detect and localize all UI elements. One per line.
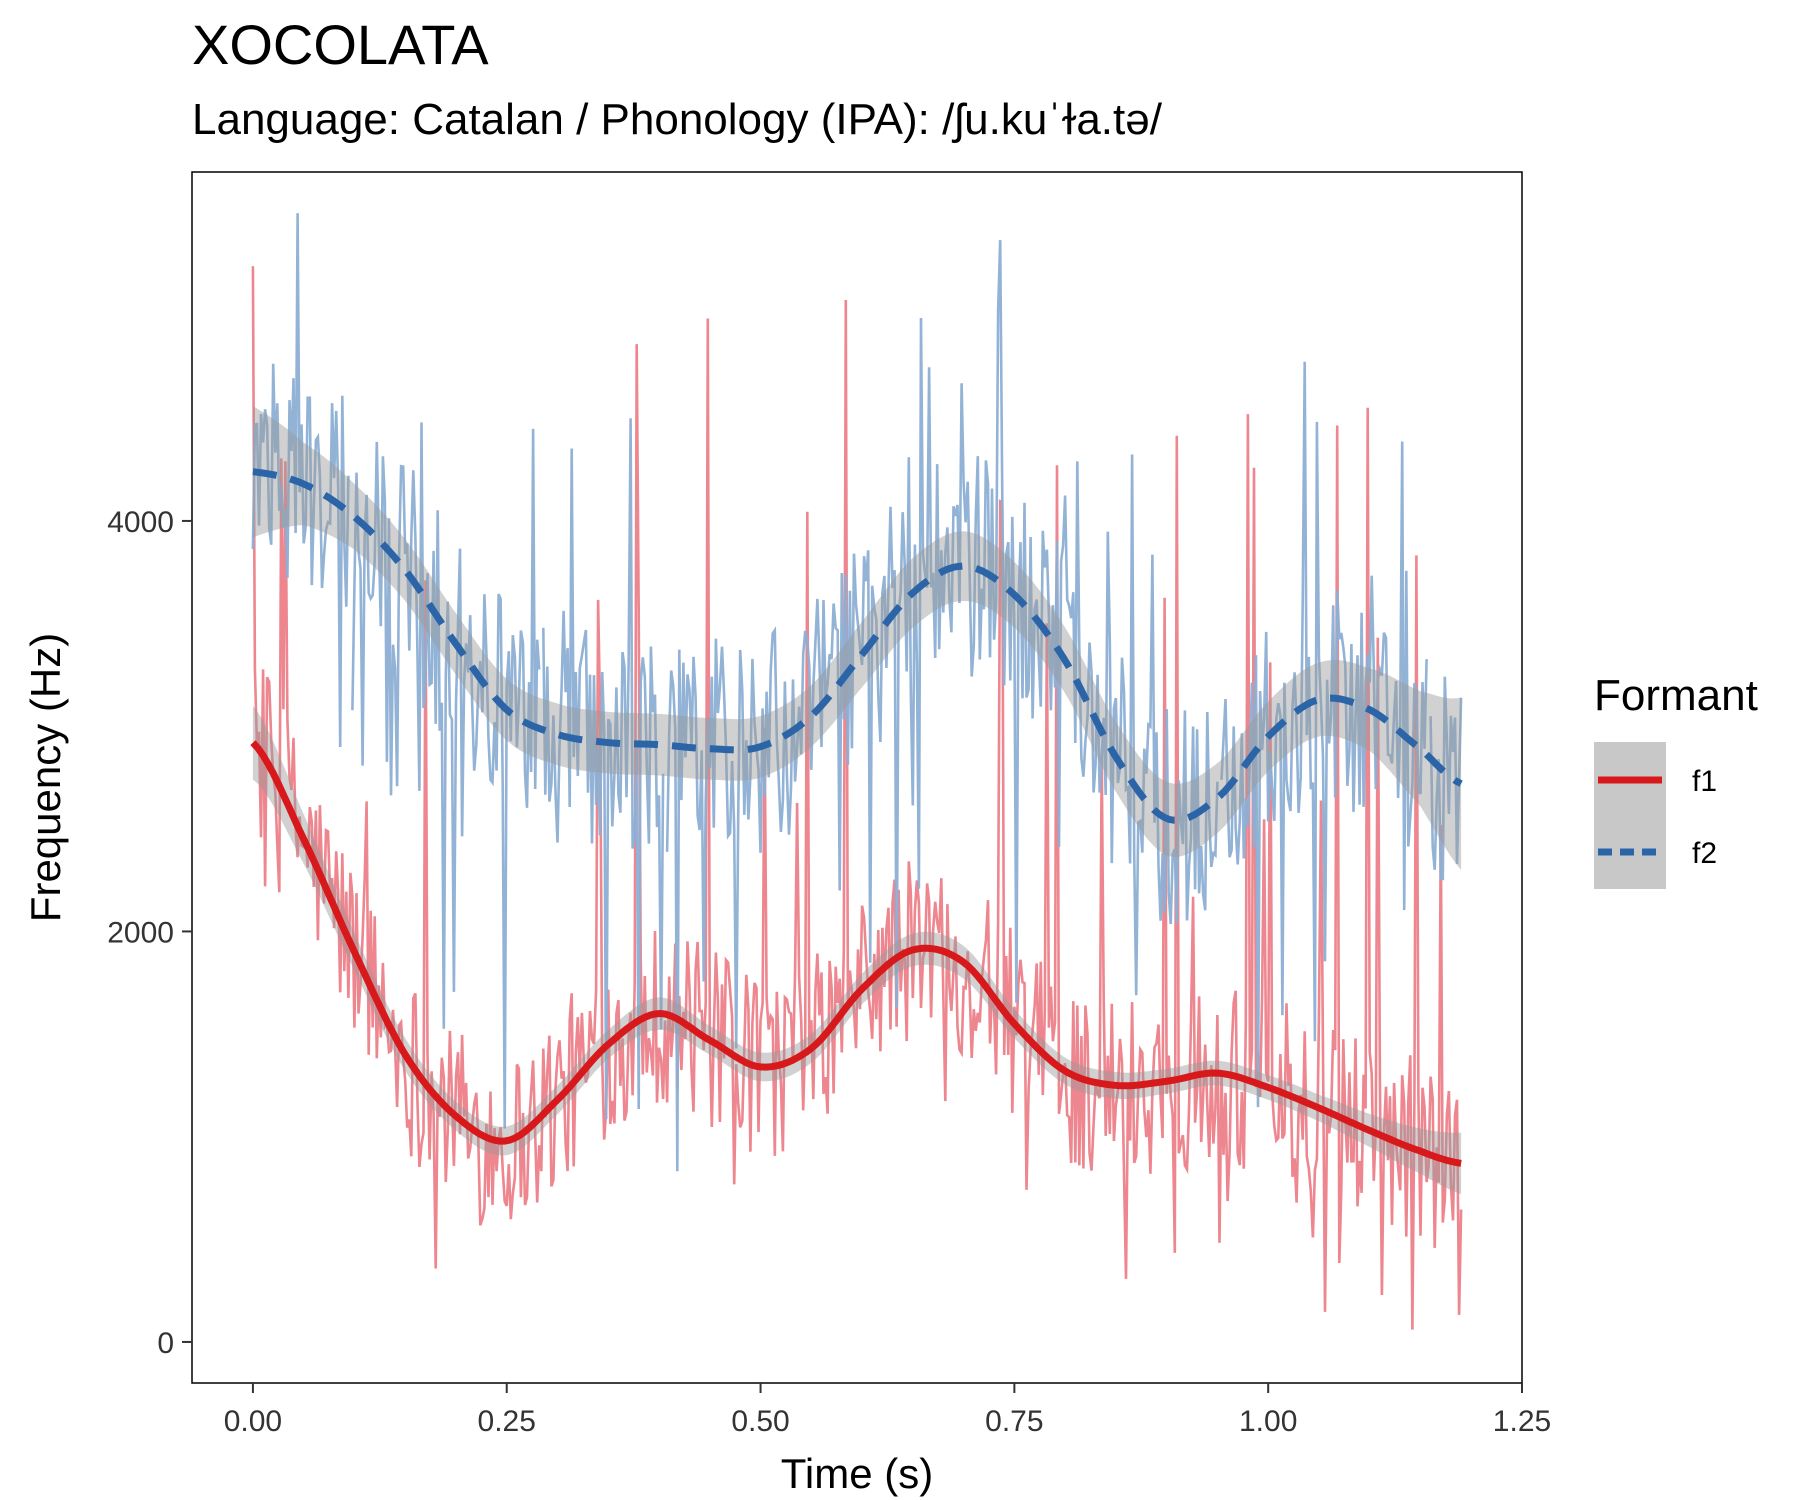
- x-tick-label: 0.50: [731, 1405, 789, 1438]
- y-axis: 0 2000 4000: [107, 506, 192, 1360]
- raw-formant-tracks: [251, 213, 1463, 1330]
- legend-title: Formant: [1594, 671, 1758, 720]
- smooth-line-f1: [250, 740, 1462, 1167]
- confidence-ribbons: [252, 406, 1462, 1195]
- ci-ribbon-f2: [252, 406, 1462, 870]
- smoothed-formant-lines: [250, 468, 1463, 1167]
- y-tick-label: 2000: [107, 916, 174, 949]
- legend: Formant f1 f2: [1594, 671, 1758, 889]
- legend-key-background: [1594, 742, 1666, 889]
- y-tick-label: 4000: [107, 506, 174, 539]
- raw-track-f2: [251, 213, 1463, 1172]
- x-axis-title: Time (s): [781, 1450, 933, 1497]
- x-tick-label: 1.25: [1493, 1405, 1551, 1438]
- chart-subtitle: Language: Catalan / Phonology (IPA): /ʃu…: [192, 95, 1162, 144]
- x-tick-label: 1.00: [1239, 1405, 1297, 1438]
- plot-panel-border: [191, 171, 1523, 1384]
- x-axis: 0.00 0.25 0.50 0.75 1.00 1.25: [224, 1383, 1551, 1438]
- x-tick-label: 0.25: [478, 1405, 536, 1438]
- legend-label-f1: f1: [1692, 765, 1717, 798]
- ci-ribbon-f1: [252, 705, 1462, 1195]
- chart-title: XOCOLATA: [192, 13, 489, 76]
- y-axis-title: Frequency (Hz): [22, 633, 69, 922]
- x-tick-label: 0.75: [985, 1405, 1043, 1438]
- y-tick-label: 0: [157, 1327, 174, 1360]
- x-tick-label: 0.00: [224, 1405, 282, 1438]
- legend-label-f2: f2: [1692, 837, 1717, 870]
- smooth-line-f2: [252, 468, 1463, 824]
